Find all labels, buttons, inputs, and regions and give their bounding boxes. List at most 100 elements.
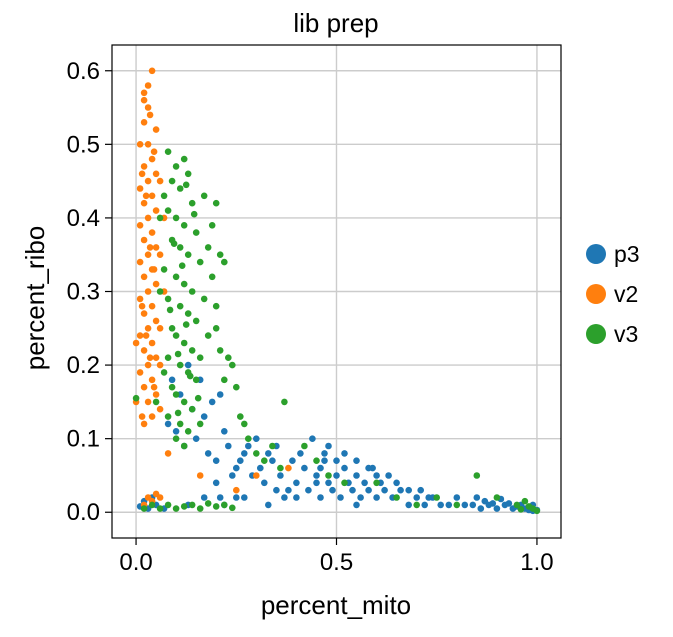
- data-point-v3: [172, 332, 180, 339]
- data-point-p3: [481, 497, 489, 505]
- data-point-v2: [136, 295, 144, 303]
- data-point-p3: [261, 479, 268, 487]
- data-point-p3: [289, 457, 296, 465]
- data-point-v2: [140, 163, 148, 170]
- data-point-v3: [180, 503, 188, 510]
- data-point-p3: [200, 494, 208, 501]
- data-point-p3: [505, 500, 513, 507]
- data-point-v3: [176, 420, 184, 428]
- data-point-v3: [212, 199, 220, 207]
- data-point-v2: [156, 325, 164, 332]
- data-point-p3: [317, 464, 324, 472]
- legend: p3 v2 v3: [586, 241, 640, 347]
- data-point-v3: [281, 398, 288, 406]
- data-point-p3: [373, 472, 380, 479]
- data-point-v3: [140, 505, 148, 512]
- data-point-v2: [152, 317, 160, 325]
- data-point-p3: [233, 494, 240, 501]
- data-point-v3: [277, 464, 284, 472]
- data-point-p3: [437, 501, 445, 509]
- data-point-v3: [216, 251, 224, 258]
- legend-marker: [586, 284, 606, 304]
- data-point-v3: [160, 192, 168, 200]
- data-point-p3: [365, 464, 372, 472]
- data-point-v3: [172, 163, 180, 170]
- data-point-v3: [182, 321, 190, 328]
- data-point-v2: [142, 332, 150, 339]
- data-point-v2: [156, 405, 164, 413]
- data-point-v3: [182, 181, 190, 189]
- data-point-p3: [313, 479, 320, 487]
- legend-item-p3: p3: [586, 241, 640, 267]
- data-point-v3: [521, 497, 529, 505]
- data-point-p3: [192, 435, 200, 443]
- data-point-v2: [148, 339, 156, 347]
- data-point-v3: [204, 244, 212, 251]
- data-point-v3: [200, 295, 208, 303]
- data-point-v3: [180, 339, 188, 347]
- data-point-p3: [212, 479, 220, 487]
- data-point-v3: [341, 479, 348, 487]
- data-point-v3: [188, 288, 196, 295]
- data-point-v3: [229, 361, 236, 369]
- data-point-v3: [148, 501, 156, 509]
- x-axis-label: percent_mito: [261, 590, 411, 620]
- data-point-v2: [136, 258, 144, 266]
- data-point-v2: [140, 199, 148, 207]
- data-point-v3: [208, 222, 216, 229]
- data-point-p3: [385, 472, 392, 479]
- data-point-p3: [305, 486, 312, 494]
- legend-label: v3: [614, 321, 638, 347]
- data-point-v3: [156, 505, 164, 512]
- data-point-p3: [413, 494, 421, 501]
- data-point-v2: [144, 361, 152, 369]
- data-point-v3: [188, 347, 196, 354]
- data-point-v3: [188, 405, 196, 413]
- data-point-v3: [252, 450, 260, 457]
- data-point-p3: [353, 472, 360, 479]
- x-tick-label: 0.5: [320, 549, 353, 576]
- data-point-p3: [489, 500, 497, 507]
- data-point-p3: [241, 450, 248, 457]
- data-point-p3: [473, 494, 481, 501]
- data-point-v3: [212, 302, 220, 310]
- data-point-v3: [237, 413, 244, 420]
- data-point-p3: [469, 501, 477, 509]
- y-tick-label: 0.5: [67, 131, 100, 158]
- data-point-p3: [297, 450, 304, 457]
- data-point-p3: [333, 457, 340, 465]
- data-point-p3: [361, 479, 368, 487]
- data-point-p3: [216, 494, 224, 501]
- data-point-p3: [341, 464, 348, 472]
- data-point-p3: [397, 486, 404, 494]
- data-point-v2: [140, 119, 148, 126]
- data-point-p3: [353, 501, 360, 509]
- legend-marker: [586, 244, 606, 264]
- data-point-v3: [533, 507, 541, 515]
- data-point-p3: [301, 464, 308, 472]
- data-point-v3: [180, 155, 188, 163]
- data-point-v3: [132, 394, 140, 402]
- data-point-v3: [229, 504, 236, 512]
- data-point-p3: [233, 464, 240, 472]
- data-point-p3: [184, 361, 192, 369]
- data-point-v2: [152, 244, 160, 251]
- data-point-v3: [241, 420, 248, 428]
- data-point-v3: [413, 501, 421, 509]
- data-point-v3: [221, 258, 228, 266]
- data-point-v3: [174, 409, 182, 417]
- data-point-v3: [194, 394, 202, 402]
- data-point-v2: [144, 214, 152, 222]
- data-point-p3: [293, 494, 300, 501]
- data-point-v2: [140, 89, 148, 97]
- data-point-v2: [156, 361, 164, 369]
- data-point-v3: [180, 442, 188, 450]
- data-point-p3: [229, 472, 236, 479]
- data-point-p3: [353, 457, 360, 465]
- data-point-v3: [212, 503, 220, 510]
- data-point-v2: [156, 177, 164, 185]
- data-point-v3: [261, 457, 268, 465]
- data-point-v3: [221, 376, 228, 384]
- data-point-v3: [156, 288, 164, 295]
- data-point-v3: [176, 244, 184, 251]
